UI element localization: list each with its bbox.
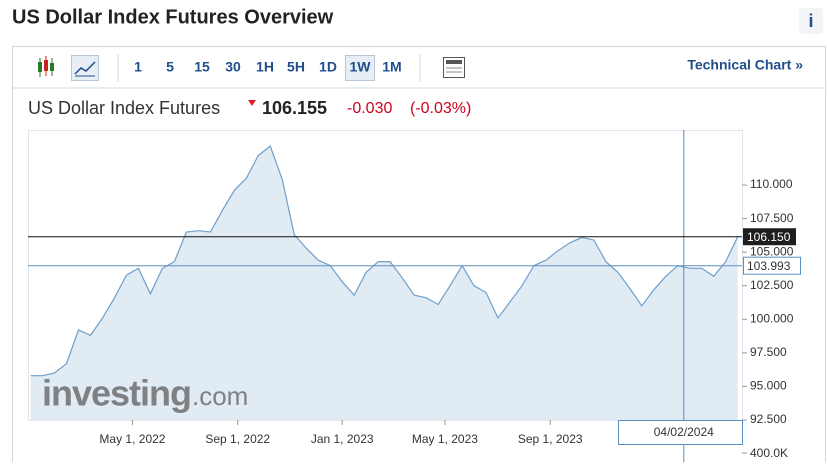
crosshair-x-box [618, 420, 743, 445]
interval-selected[interactable] [345, 55, 375, 81]
interval-button[interactable]: 1 [134, 59, 142, 75]
volume-tick-label: 400.0K [750, 446, 788, 460]
interval-button[interactable]: 1D [319, 59, 337, 75]
quote-name: US Dollar Index Futures [28, 98, 220, 118]
area-fill [30, 146, 738, 420]
x-tick-label: Jan 1, 2023 [311, 432, 374, 446]
interval-button[interactable]: 1W [350, 59, 372, 75]
price-line [30, 145, 739, 377]
interval-button[interactable]: 1H [256, 59, 274, 75]
crosshair-y-label: 103.993 [747, 259, 791, 273]
interval-button[interactable]: 5H [287, 59, 305, 75]
y-tick-label: 107.500 [750, 211, 794, 225]
crosshair-x-label: 04/02/2024 [654, 425, 714, 439]
last-price-label: 106.150 [747, 230, 791, 244]
quote-price: 106.155 [262, 98, 327, 118]
x-tick-label: Sep 1, 2022 [205, 432, 270, 446]
line-icon [74, 61, 96, 75]
candle-icon[interactable] [38, 56, 54, 77]
y-tick-label: 100.000 [750, 311, 794, 325]
y-tick-label: 102.500 [750, 278, 794, 292]
quote-change: -0.030 [347, 100, 392, 117]
watermark-brand: investing [42, 373, 191, 414]
interval-button[interactable]: 30 [225, 59, 241, 75]
crosshair-y-box [743, 256, 801, 275]
interval-button[interactable]: 1M [382, 59, 401, 75]
interval-button[interactable]: 15 [194, 59, 210, 75]
y-tick-label: 95.000 [750, 379, 787, 393]
info-button[interactable] [799, 8, 823, 34]
interval-button[interactable]: 5 [166, 59, 174, 75]
down-arrow [248, 100, 256, 106]
line-icon-box[interactable] [71, 55, 99, 81]
x-tick-label: May 1, 2022 [99, 432, 165, 446]
y-tick-label: 92.500 [750, 412, 787, 426]
x-tick-label: Sep 1, 2023 [518, 432, 583, 446]
quote-change-pct: (-0.03%) [410, 100, 471, 117]
page-title: US Dollar Index Futures Overview [12, 6, 334, 28]
y-tick-label: 105.000 [750, 244, 794, 258]
x-tick-label: May 1, 2023 [412, 432, 478, 446]
y-tick-label: 97.500 [750, 345, 787, 359]
watermark-suffix: .com [192, 381, 248, 411]
technical-chart-link[interactable]: Technical Chart » [687, 57, 803, 73]
layout-icon[interactable] [443, 57, 465, 78]
info-icon[interactable]: i [808, 11, 813, 31]
y-tick-label: 110.000 [750, 177, 793, 191]
last-price-box [743, 228, 796, 246]
